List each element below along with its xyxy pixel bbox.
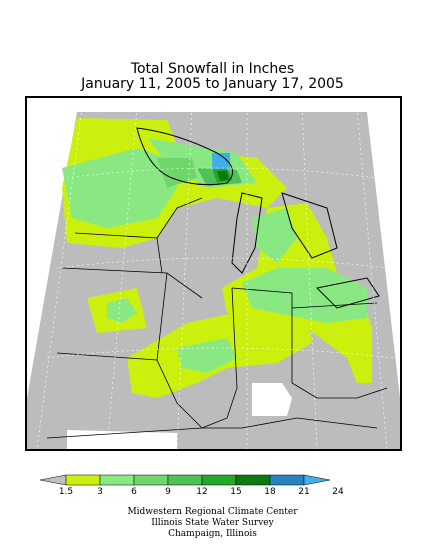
legend-swatch	[65, 474, 101, 486]
legend-swatch	[133, 474, 169, 486]
legend-swatch	[201, 474, 237, 486]
snow-zone-3-6-michigan	[252, 208, 297, 263]
latlon-grid	[36, 107, 396, 449]
legend-label: 6	[131, 487, 137, 497]
color-legend	[39, 474, 331, 486]
snow-zone-3-6-west	[62, 148, 177, 228]
credit-line-3: Champaign, Illinois	[168, 529, 257, 539]
snow-zone-3-6-illinois	[177, 338, 237, 373]
legend-label: 9	[165, 487, 171, 497]
legend-swatch	[99, 474, 135, 486]
snowfall-map	[25, 96, 402, 451]
legend-swatch-above	[303, 474, 331, 486]
legend-label: 24	[332, 487, 344, 497]
snow-zone-21-24	[212, 153, 230, 169]
snow-zone-6-9	[157, 158, 197, 188]
snow-zone-3-6-iowa	[107, 298, 137, 323]
map-title: Total Snowfall in Inches	[130, 61, 295, 77]
legend-label: 18	[264, 487, 276, 497]
credit-line-2: Illinois State Water Survey	[151, 518, 274, 528]
no-data-patch-east	[252, 383, 292, 416]
legend-label: 12	[196, 487, 208, 497]
legend-swatch-below	[39, 474, 67, 486]
legend-swatch	[269, 474, 305, 486]
legend-swatch	[167, 474, 203, 486]
map-subtitle: January 11, 2005 to January 17, 2005	[81, 76, 344, 92]
snow-zone-3-6-southern-michigan	[242, 268, 367, 323]
legend-swatch	[235, 474, 271, 486]
legend-label: 15	[230, 487, 242, 497]
legend-label: 21	[298, 487, 310, 497]
snow-zone-15-18	[217, 171, 229, 181]
map-canvas	[27, 98, 400, 449]
credit-line-1: Midwestern Regional Climate Center	[127, 507, 298, 517]
legend-label: 1.5	[58, 487, 74, 497]
great-lakes-outline	[136, 127, 380, 309]
state-borders	[46, 197, 388, 439]
legend-label: 3	[97, 487, 103, 497]
